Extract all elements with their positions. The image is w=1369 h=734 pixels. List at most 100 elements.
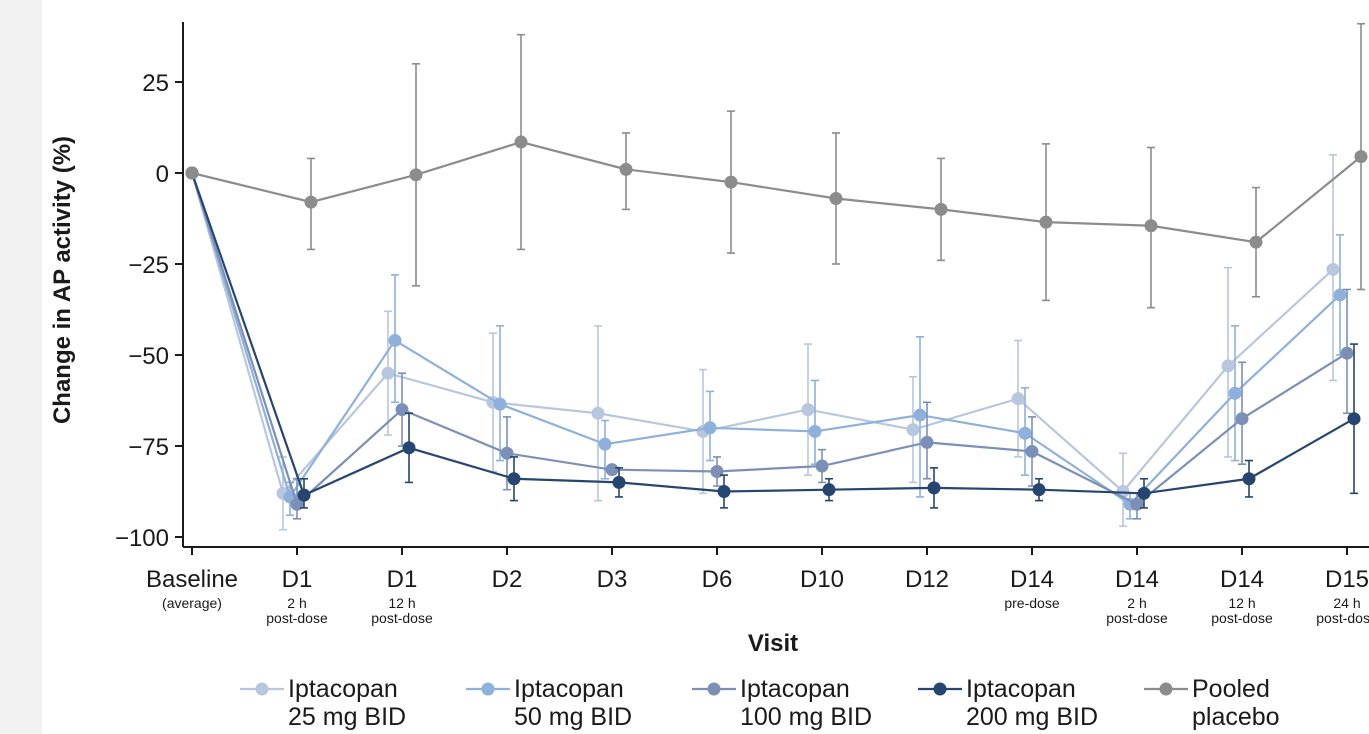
legend-item: Iptacopan 200 mg BID xyxy=(916,675,1142,734)
data-point xyxy=(605,463,619,477)
data-point xyxy=(920,435,934,449)
data-point xyxy=(1018,426,1032,440)
data-point xyxy=(598,437,612,451)
y-axis-label: Change in AP activity (%) xyxy=(49,136,76,424)
x-tick-label: D12 xyxy=(905,566,949,593)
data-point xyxy=(1039,215,1053,229)
data-point xyxy=(1144,219,1158,233)
data-point xyxy=(1354,150,1368,164)
series-4 xyxy=(185,166,1361,509)
data-point xyxy=(402,441,416,455)
data-point xyxy=(710,464,724,478)
legend-swatch xyxy=(238,675,288,701)
data-point xyxy=(1326,262,1340,276)
legend: Iptacopan 25 mg BID Iptacopan 50 mg BID Ip… xyxy=(238,675,1369,734)
data-point xyxy=(507,472,521,486)
data-point xyxy=(185,166,199,180)
data-point xyxy=(801,403,815,417)
data-point xyxy=(927,481,941,495)
data-point xyxy=(815,459,829,473)
data-point xyxy=(612,475,626,489)
legend-swatch xyxy=(1142,675,1192,701)
legend-label: Iptacopan 50 mg BID xyxy=(514,675,633,731)
data-point xyxy=(409,168,423,182)
x-axis-label: Visit xyxy=(748,630,798,657)
data-point xyxy=(1242,472,1256,486)
data-point xyxy=(1333,288,1347,302)
data-point xyxy=(1249,235,1263,249)
series-line xyxy=(190,172,1348,507)
legend-swatch xyxy=(464,675,514,701)
data-point xyxy=(1235,412,1249,426)
data-point xyxy=(381,366,395,380)
x-tick-label: D1 xyxy=(282,566,313,593)
x-tick-label: D10 xyxy=(800,566,844,593)
x-tick-sublabel: 2 h xyxy=(1127,595,1146,611)
x-tick-sublabel: post-dose xyxy=(1106,610,1168,626)
series-line xyxy=(191,140,1362,244)
x-tick-sublabel: post-dose xyxy=(1316,610,1369,626)
legend-label: Iptacopan 100 mg BID xyxy=(740,675,873,731)
legend-label: Pooled placebo xyxy=(1192,675,1280,731)
legend-item: Iptacopan 100 mg BID xyxy=(690,675,916,734)
data-point xyxy=(906,423,920,437)
x-tick-sublabel: (average) xyxy=(162,595,222,611)
y-tick-label: −50 xyxy=(128,343,169,370)
data-point xyxy=(619,162,633,176)
data-point xyxy=(913,408,927,422)
data-point xyxy=(1011,392,1025,406)
x-tick-sublabel: 12 h xyxy=(1228,595,1255,611)
data-point xyxy=(297,488,311,502)
y-tick-label: 0 xyxy=(156,161,169,188)
data-point xyxy=(717,485,731,498)
y-tick-label: −100 xyxy=(115,525,169,552)
series-line xyxy=(190,172,1341,506)
series-line xyxy=(190,172,1334,496)
x-tick-sublabel: 12 h xyxy=(388,595,415,611)
x-tick-label: D14 xyxy=(1220,566,1264,593)
x-tick-sublabel: post-dose xyxy=(266,610,328,626)
series-line xyxy=(190,172,1355,497)
x-tick-label: D3 xyxy=(597,566,628,593)
data-point xyxy=(1137,486,1151,500)
data-point xyxy=(304,195,318,209)
x-tick-sublabel: post-dose xyxy=(1211,610,1273,626)
data-point xyxy=(724,175,738,189)
legend-swatch xyxy=(916,675,966,701)
data-point xyxy=(514,135,528,149)
data-point xyxy=(1221,359,1235,373)
series-5 xyxy=(185,22,1368,309)
x-tick-label: D14 xyxy=(1115,566,1159,593)
x-tick-sublabel: pre-dose xyxy=(1004,595,1059,611)
data-point xyxy=(591,406,605,420)
data-point xyxy=(388,333,402,347)
data-point xyxy=(703,421,717,435)
y-tick-label: 25 xyxy=(142,70,169,97)
data-point xyxy=(1347,412,1361,426)
data-point xyxy=(1025,444,1039,458)
legend-swatch xyxy=(690,675,740,701)
data-point xyxy=(1032,483,1046,497)
legend-label: Iptacopan 25 mg BID xyxy=(288,675,407,731)
series-group xyxy=(185,22,1368,531)
legend-item: Iptacopan 25 mg BID xyxy=(238,675,464,734)
y-tick-label: −25 xyxy=(128,252,169,279)
data-point xyxy=(493,397,507,411)
x-tick-label: D14 xyxy=(1010,566,1054,593)
series-1 xyxy=(185,154,1340,531)
left-margin-bar xyxy=(0,0,42,734)
x-tick-sublabel: 2 h xyxy=(287,595,306,611)
legend-label: Iptacopan 200 mg BID xyxy=(966,675,1099,731)
series-2 xyxy=(185,166,1347,520)
x-tick-label: D1 xyxy=(387,566,418,593)
y-tick-label: −75 xyxy=(128,434,169,461)
data-point xyxy=(822,483,836,497)
data-point xyxy=(829,191,843,205)
x-tick-label: D2 xyxy=(492,566,523,593)
x-tick-sublabel: post-dose xyxy=(371,610,433,626)
data-point xyxy=(808,424,822,438)
x-tick-label: Baseline xyxy=(146,566,238,593)
data-point xyxy=(1130,497,1144,511)
data-point xyxy=(500,446,514,460)
